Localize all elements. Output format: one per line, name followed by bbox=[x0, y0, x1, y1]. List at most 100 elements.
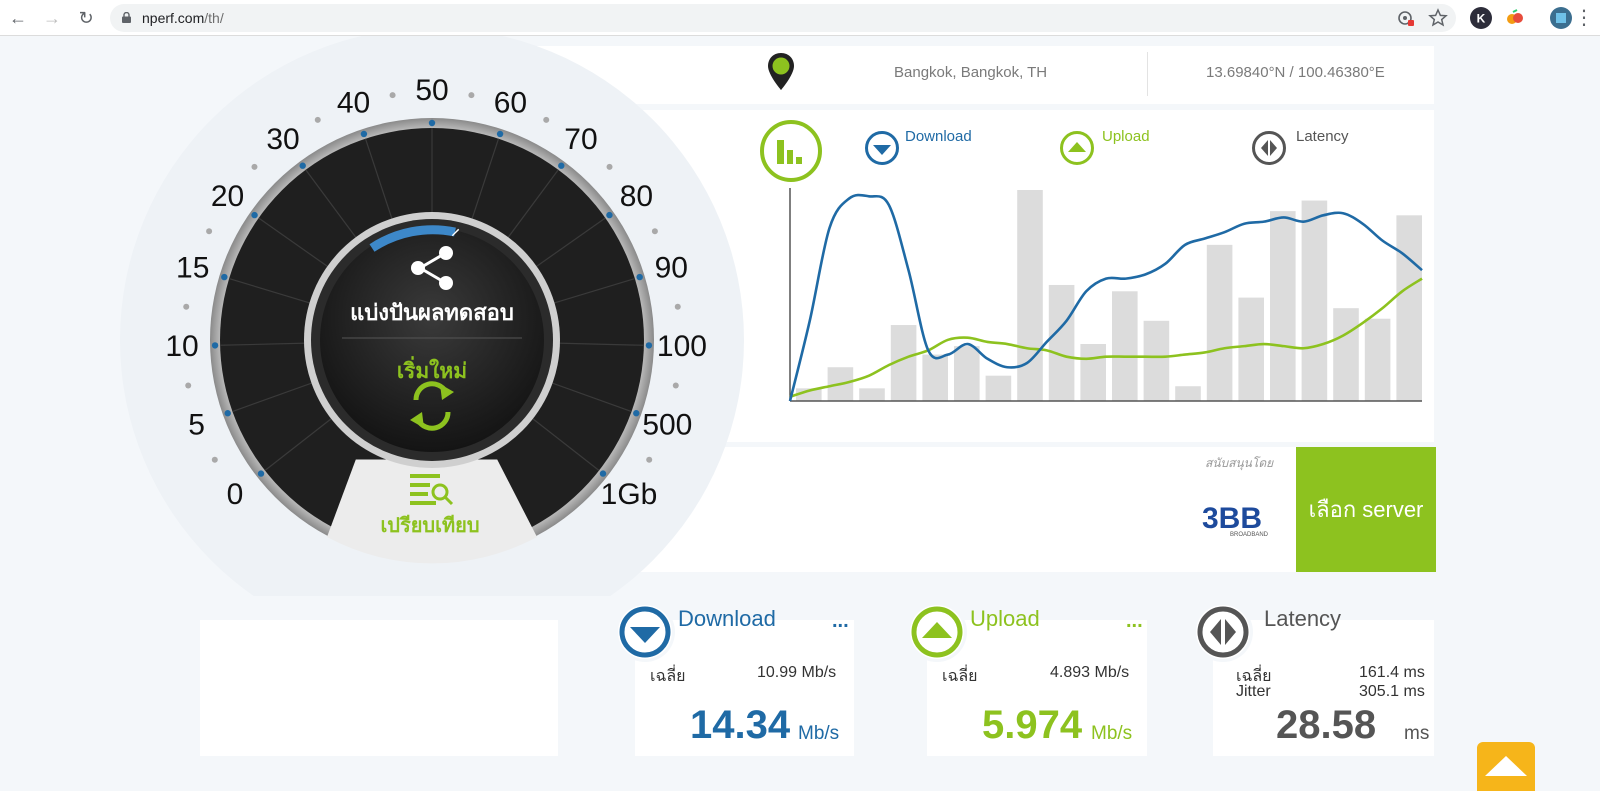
gauge-tick-mark bbox=[251, 211, 258, 219]
gauge-tick-mark bbox=[299, 162, 306, 169]
legend-download[interactable]: Download bbox=[905, 128, 972, 145]
refresh-arrow bbox=[410, 412, 424, 428]
3bb-logo[interactable]: 3BB BROADBAND bbox=[1202, 502, 1282, 538]
upload-avg-value: 4.893 Mb/s bbox=[1050, 664, 1130, 681]
gauge-scale-label: 100 bbox=[657, 330, 707, 363]
forward-arrow-icon[interactable]: → bbox=[43, 8, 61, 28]
gauge-scale-label: 90 bbox=[655, 252, 688, 285]
address-bar[interactable]: nperf.com/th/ bbox=[110, 4, 1456, 32]
gauge-scale-dot bbox=[389, 92, 396, 99]
latency-legend-icon[interactable] bbox=[1251, 130, 1287, 166]
latency-jitter-value: 305.1 ms bbox=[1359, 683, 1425, 700]
latency-bar bbox=[1238, 297, 1264, 401]
latency-avg-value: 161.4 ms bbox=[1359, 664, 1425, 681]
upload-stat-icon bbox=[910, 605, 964, 659]
gauge-scale-dot bbox=[674, 303, 681, 310]
extension-fruit-icon[interactable] bbox=[1504, 7, 1526, 29]
select-server-button[interactable]: เลือก server bbox=[1296, 447, 1436, 572]
gauge-center bbox=[320, 228, 544, 452]
upload-unit: Mb/s bbox=[1091, 723, 1133, 744]
gauge-scale-dot bbox=[672, 382, 679, 389]
more-menu-icon[interactable]: ⋮ bbox=[1574, 7, 1594, 29]
gauge-scale-dot bbox=[183, 303, 190, 310]
gauge-scale-label: 70 bbox=[564, 123, 597, 156]
latency-bar bbox=[859, 388, 885, 401]
gauge-scale-dot bbox=[468, 92, 475, 99]
compare-label[interactable]: เปรียบเทียบ bbox=[380, 513, 479, 537]
svg-text:3BB: 3BB bbox=[1202, 502, 1262, 535]
latency-bar bbox=[922, 354, 948, 401]
gauge-scale-label: 30 bbox=[266, 123, 299, 156]
legend-upload[interactable]: Upload bbox=[1102, 128, 1150, 145]
compare-wedge[interactable] bbox=[327, 459, 537, 564]
profile-avatar-icon[interactable] bbox=[1550, 7, 1572, 29]
star-bookmark-icon[interactable] bbox=[1428, 8, 1448, 28]
download-more-dots[interactable]: ... bbox=[832, 610, 849, 632]
gauge-scale-dot bbox=[314, 116, 321, 123]
gauge-scale-label: 40 bbox=[337, 87, 370, 120]
gauge-scale-dot bbox=[606, 163, 613, 170]
latency-unit: ms bbox=[1404, 723, 1430, 744]
location-panel: Bangkok, Bangkok, TH 13.69840°N / 100.46… bbox=[500, 46, 1434, 104]
upload-value: 5.974 bbox=[982, 703, 1083, 747]
gauge-scale-dot bbox=[206, 228, 213, 235]
upload-more-dots[interactable]: ... bbox=[1126, 610, 1143, 632]
reload-icon[interactable]: ↻ bbox=[78, 8, 94, 28]
latency-bar bbox=[1175, 386, 1201, 401]
gauge-tick-mark bbox=[211, 342, 219, 349]
compare-list-icon[interactable] bbox=[410, 474, 454, 506]
latency-stat-card bbox=[1213, 620, 1434, 756]
share-icon[interactable] bbox=[411, 246, 453, 290]
refresh-arrow bbox=[440, 384, 454, 400]
empty-stat-card bbox=[200, 620, 558, 756]
gauge-tick-mark bbox=[428, 119, 436, 127]
download-legend-icon[interactable] bbox=[864, 130, 900, 166]
gauge-tick-mark bbox=[496, 130, 504, 138]
gauge-scale-dot bbox=[646, 456, 653, 463]
share-results-label[interactable]: แบ่งปันผลทดสอบ bbox=[350, 301, 514, 326]
download-value: 14.34 bbox=[690, 703, 791, 747]
gauge-tick-mark bbox=[221, 273, 228, 281]
gauge-scale-label: 1Gb bbox=[601, 478, 658, 511]
download-series-line bbox=[788, 193, 1423, 402]
svg-text:K: K bbox=[1477, 12, 1486, 26]
download-avg-label: เฉลี่ย bbox=[650, 668, 686, 685]
upload-avg-label: เฉลี่ย bbox=[942, 668, 978, 685]
gauge-tick-mark bbox=[224, 410, 231, 417]
chart-type-icon[interactable] bbox=[758, 118, 824, 184]
latency-bar bbox=[1333, 308, 1359, 401]
latency-bar bbox=[1396, 215, 1422, 401]
latency-value: 28.58 bbox=[1276, 703, 1377, 747]
latency-bar bbox=[1143, 320, 1170, 401]
blocked-popup-icon[interactable] bbox=[1396, 8, 1416, 28]
map-pin-icon bbox=[768, 53, 794, 90]
latency-avg-label: เฉลี่ย bbox=[1236, 668, 1272, 685]
extension-k-icon[interactable]: K bbox=[1470, 7, 1492, 29]
gauge-scale-label: 20 bbox=[211, 180, 244, 213]
back-arrow-icon[interactable]: ← bbox=[9, 8, 27, 28]
location-coords: 13.69840°N / 100.46380°E bbox=[1206, 64, 1385, 81]
gauge-tick-mark bbox=[360, 130, 368, 138]
gauge-scale-label: 500 bbox=[642, 408, 692, 441]
url-host: nperf.com bbox=[142, 10, 205, 26]
upload-legend-icon[interactable] bbox=[1059, 130, 1095, 166]
gauge-scale-dot bbox=[651, 228, 658, 235]
upload-stat-title: Upload bbox=[970, 606, 1040, 631]
gauge-scale-label: 10 bbox=[165, 330, 198, 363]
url-text: nperf.com/th/ bbox=[142, 10, 224, 26]
gauge-scale-dot bbox=[185, 382, 192, 389]
latency-bar bbox=[1364, 318, 1391, 401]
speed-gauge: แบ่งปันผลทดสอบ เริ่มใหม่ เปรียบเทียบ 0 5 1… bbox=[120, 36, 744, 596]
download-stat-title: Download bbox=[678, 606, 776, 631]
download-unit: Mb/s bbox=[798, 723, 840, 744]
progress-arc bbox=[369, 225, 456, 252]
latency-jitter-label: Jitter bbox=[1236, 683, 1271, 700]
gauge-tick-mark bbox=[636, 273, 643, 281]
url-path: /th/ bbox=[204, 10, 224, 26]
latency-bar bbox=[985, 375, 1012, 401]
restart-label[interactable]: เริ่มใหม่ bbox=[397, 355, 467, 383]
scroll-top-button[interactable] bbox=[1477, 742, 1535, 791]
gauge-scale-label: 0 bbox=[227, 478, 244, 511]
latency-bar bbox=[1206, 244, 1233, 401]
legend-latency[interactable]: Latency bbox=[1296, 128, 1349, 145]
